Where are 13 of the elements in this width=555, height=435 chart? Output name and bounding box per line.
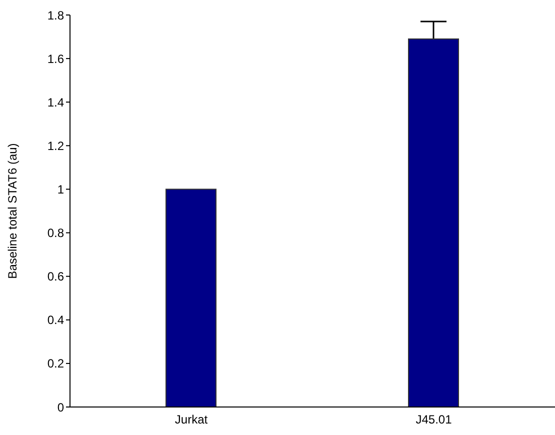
y-tick-label: 1 — [57, 182, 64, 196]
y-tick-label: 0.2 — [47, 356, 64, 371]
y-tick-label: 0.6 — [47, 270, 64, 284]
y-tick-label: 0 — [57, 400, 64, 414]
x-tick-label: Jurkat — [174, 412, 208, 427]
y-tick-label: 1.6 — [47, 52, 64, 66]
y-tick-label: 1.8 — [47, 8, 64, 22]
y-axis-title: Baseline total STAT6 (au) — [5, 143, 20, 279]
y-tick-label: 1.4 — [47, 95, 64, 110]
y-tick-label: 0.4 — [47, 313, 64, 328]
y-tick-label: 0.8 — [47, 226, 64, 240]
x-tick-label: J45.01 — [416, 412, 452, 427]
y-tick-label: 1.2 — [47, 138, 64, 153]
